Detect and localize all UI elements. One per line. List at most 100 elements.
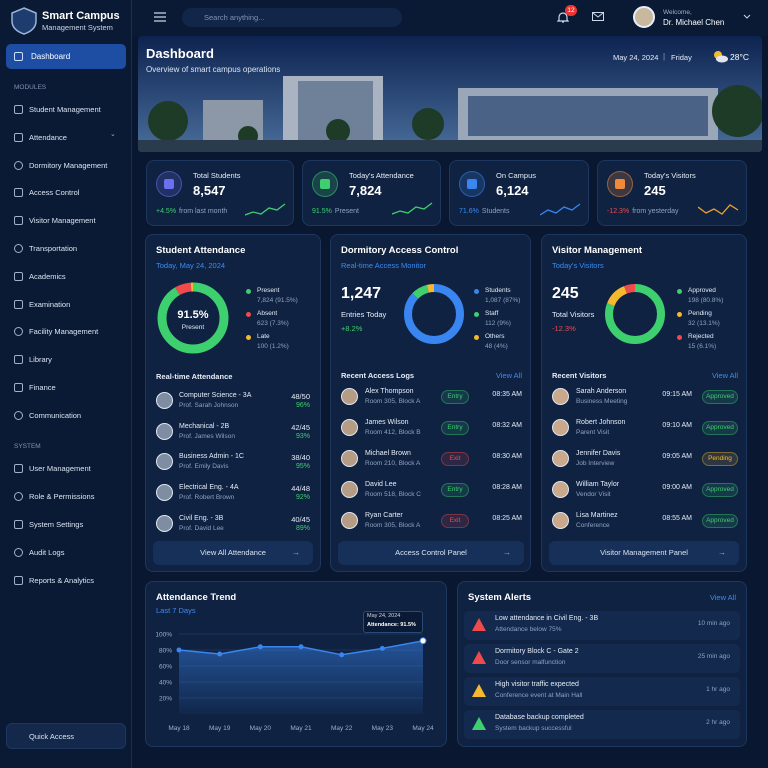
sparkline-line bbox=[540, 203, 581, 216]
time: 08:32 AM bbox=[492, 422, 522, 429]
tooltip-text: Attendance: 91.5% bbox=[367, 621, 416, 628]
legend-dot bbox=[246, 312, 251, 317]
location: Room 210, Block A bbox=[365, 460, 421, 467]
alert-row bbox=[464, 611, 740, 640]
user-name[interactable]: Dr. Michael Chen bbox=[663, 18, 725, 27]
legend-dot bbox=[677, 312, 682, 317]
quick-access[interactable] bbox=[6, 723, 126, 749]
card-subtitle: Real-time Access Monitor bbox=[341, 261, 427, 270]
card-title: Attendance Trend bbox=[156, 592, 237, 603]
class-name: Electrical Eng. - 4A bbox=[179, 484, 239, 492]
class-name: Mechanical - 2B bbox=[179, 422, 230, 430]
panel-button[interactable]: Visitor Management Panel bbox=[549, 541, 739, 565]
nav-item[interactable]: Communication bbox=[29, 410, 82, 420]
card-title: Dormitory Access Control bbox=[341, 245, 459, 256]
arrow[interactable]: → bbox=[718, 548, 726, 557]
panel-button[interactable]: View All Attendance bbox=[153, 541, 313, 565]
icon bbox=[14, 216, 23, 226]
nav-item[interactable]: Academics bbox=[29, 271, 66, 281]
time: 08:28 AM bbox=[492, 484, 522, 491]
alert-detail: System backup successful bbox=[495, 725, 572, 732]
avatar bbox=[341, 450, 358, 467]
person-name: Ryan Carter bbox=[365, 512, 403, 519]
alert-icon bbox=[472, 618, 486, 631]
time: 09:05 AM bbox=[662, 453, 692, 460]
x-tick-label: May 18 bbox=[168, 725, 190, 732]
view-all[interactable]: View All bbox=[711, 371, 738, 380]
nav-item[interactable]: Library bbox=[29, 355, 52, 365]
nav-item[interactable]: Facility Management bbox=[29, 327, 99, 337]
stat-card: On Campus 6,124 71.6% Students bbox=[449, 160, 589, 226]
icon bbox=[14, 299, 23, 309]
visitor-name: Robert Johnson bbox=[576, 419, 626, 426]
class-count: 48/50 bbox=[291, 392, 310, 401]
nav-item[interactable]: Role & Permissions bbox=[29, 492, 95, 501]
class-count: 44/48 bbox=[291, 484, 310, 494]
sparkline-line bbox=[392, 202, 433, 215]
point bbox=[257, 644, 263, 650]
point bbox=[419, 637, 427, 645]
icon bbox=[14, 464, 23, 473]
nav-item[interactable]: Audit Logs bbox=[29, 548, 65, 557]
nav-item[interactable]: Examination bbox=[29, 299, 71, 309]
alert-row bbox=[464, 677, 740, 706]
chevron[interactable] bbox=[743, 14, 751, 20]
arrow[interactable]: → bbox=[292, 548, 300, 557]
stat-change: -12.3% bbox=[607, 208, 630, 215]
nav-item[interactable]: Visitor Management bbox=[29, 216, 96, 226]
nav-item[interactable]: Transportation bbox=[29, 244, 78, 253]
person-name: Alex Thompson bbox=[365, 388, 414, 395]
sparkline-line bbox=[245, 203, 286, 216]
alerts-card: System Alerts View All Low attendance in C… bbox=[457, 581, 747, 747]
user-avatar[interactable] bbox=[633, 6, 655, 28]
avatar bbox=[552, 481, 569, 498]
status-pill: Pending bbox=[702, 452, 738, 466]
panel-button[interactable]: Access Control Panel bbox=[338, 541, 524, 565]
y-tick-label: 40% bbox=[159, 680, 172, 687]
arrow[interactable]: → bbox=[503, 548, 511, 557]
x-tick-label: May 19 bbox=[209, 725, 231, 732]
nav-item[interactable]: Dormitory Management bbox=[29, 160, 108, 170]
class-name: Business Admin - 1C bbox=[179, 453, 244, 461]
legend-label: Others bbox=[485, 333, 505, 340]
nav-item[interactable]: Attendance bbox=[29, 132, 67, 142]
stat-change: 91.5% bbox=[312, 208, 332, 215]
quick-access-label[interactable]: Quick Access bbox=[29, 732, 75, 741]
nav-item[interactable]: System Settings bbox=[29, 520, 84, 529]
chevron[interactable]: ⌄ bbox=[110, 131, 116, 138]
avatar bbox=[156, 514, 173, 532]
time: 09:00 AM bbox=[662, 484, 692, 491]
avatar bbox=[552, 450, 569, 467]
alert-glyph bbox=[472, 684, 486, 697]
nav-label[interactable]: Dashboard bbox=[31, 52, 71, 61]
nav-item[interactable]: User Management bbox=[29, 464, 91, 473]
view-all[interactable]: View All bbox=[709, 593, 736, 602]
nav-active[interactable] bbox=[6, 44, 126, 69]
legend-label: Students bbox=[485, 287, 511, 294]
nav-item[interactable]: Reports & Analytics bbox=[29, 576, 95, 585]
icon bbox=[14, 271, 23, 281]
nav-item[interactable]: Finance bbox=[29, 383, 56, 392]
view-all[interactable]: View All bbox=[495, 371, 522, 380]
search-box[interactable] bbox=[182, 8, 402, 27]
avatar bbox=[156, 453, 173, 471]
mail-icon[interactable] bbox=[592, 12, 604, 21]
stat-card: Total Students 8,547 +4.5% from last month bbox=[146, 160, 294, 226]
nav-item[interactable]: Student Management bbox=[29, 105, 101, 114]
visitor-name: William Taylor bbox=[576, 481, 620, 488]
purpose: Conference bbox=[576, 522, 610, 529]
alert-title: Dormitory Block C - Gate 2 bbox=[495, 648, 579, 655]
notification-badge: 12 bbox=[565, 5, 577, 16]
stat-icon-glyph bbox=[320, 179, 330, 189]
nav-item[interactable]: Access Control bbox=[29, 188, 80, 198]
student-attendance-card: Student Attendance Today, May 24, 2024 91.… bbox=[145, 234, 321, 572]
menu-icon[interactable] bbox=[154, 12, 166, 22]
alert-row bbox=[464, 644, 740, 673]
class-percent: 92% bbox=[295, 494, 310, 502]
brand: Smart Campus bbox=[42, 10, 120, 22]
person-name: James Wilson bbox=[365, 419, 409, 426]
search-placeholder[interactable]: Search anything... bbox=[204, 13, 265, 22]
card-subtitle: Today, May 24, 2024 bbox=[156, 261, 226, 270]
line-chart: 20% 40% 60% 80% 100% May 18 May 19 May 20 May 21… bbox=[155, 632, 434, 733]
